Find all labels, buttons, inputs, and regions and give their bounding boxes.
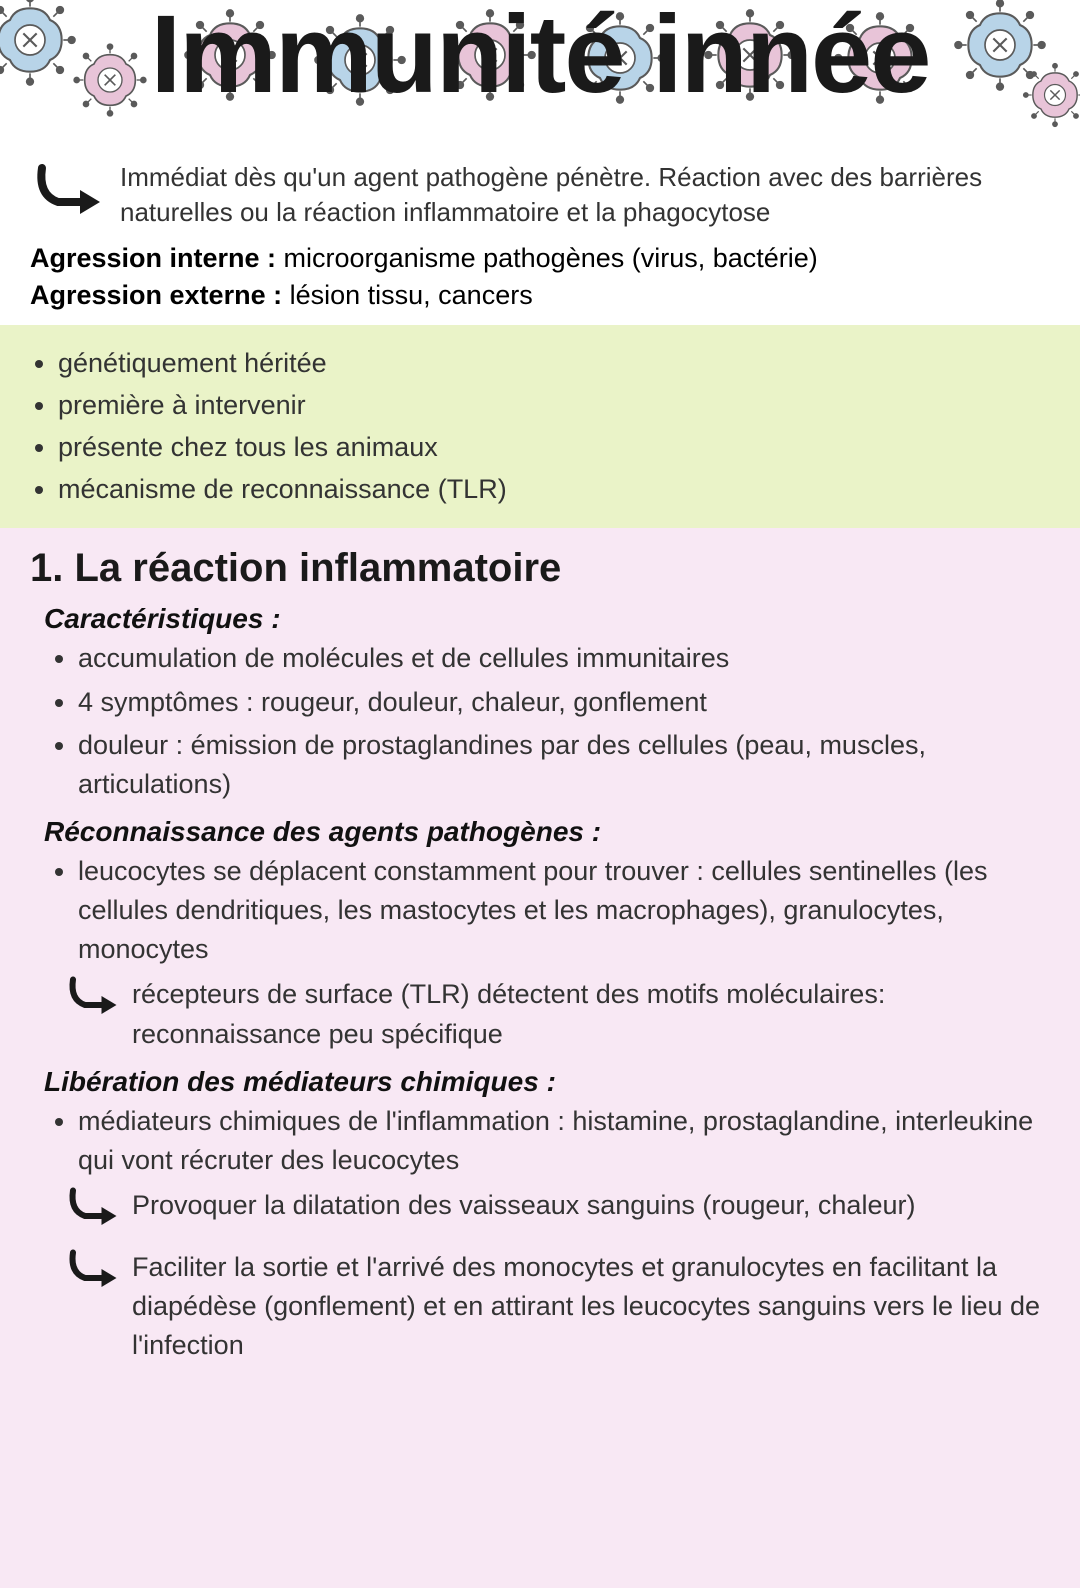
aggression-block: Agression interne : microorganisme patho… (0, 230, 1080, 325)
list-item: médiateurs chimiques de l'inflammation :… (78, 1102, 1050, 1180)
aggression-externe-label: Agression externe : (30, 280, 282, 310)
arrow-item: Faciliter la sortie et l'arrivé des mono… (30, 1248, 1050, 1365)
list-item: génétiquement héritée (58, 343, 1050, 385)
subheading-caracteristiques: Caractéristiques : (44, 603, 1050, 635)
list-item: présente chez tous les animaux (58, 427, 1050, 469)
arrow-text: récepteurs de surface (TLR) détectent de… (132, 975, 1050, 1053)
list-item: douleur : émission de prostaglandines pa… (78, 726, 1050, 804)
aggression-interne-text: microorganisme pathogènes (virus, bactér… (276, 243, 818, 273)
pink-section: 1. La réaction inflammatoire Caractérist… (0, 528, 1080, 1588)
green-box: génétiquement héritée première à interve… (0, 325, 1080, 528)
arrow-item: Provoquer la dilatation des vaisseaux sa… (30, 1186, 1050, 1232)
page-title: Immunité innée (0, 0, 1080, 110)
subheading-reconnaissance: Réconnaissance des agents pathogènes : (44, 816, 1050, 848)
list-item: accumulation de molécules et de cellules… (78, 639, 1050, 678)
list-item: première à intervenir (58, 385, 1050, 427)
intro-text: Immédiat dès qu'un agent pathogène pénèt… (120, 160, 1050, 230)
section-heading: 1. La réaction inflammatoire (30, 546, 1050, 591)
aggression-interne-label: Agression interne : (30, 243, 276, 273)
subheading-liberation: Libération des médiateurs chimiques : (44, 1066, 1050, 1098)
list-item: leucocytes se déplacent constamment pour… (78, 852, 1050, 969)
aggression-externe-text: lésion tissu, cancers (282, 280, 533, 310)
arrow-icon (64, 1182, 124, 1232)
arrow-item: récepteurs de surface (TLR) détectent de… (30, 975, 1050, 1053)
list-item: 4 symptômes : rougeur, douleur, chaleur,… (78, 683, 1050, 722)
arrow-icon (30, 160, 110, 220)
arrow-text: Provoquer la dilatation des vaisseaux sa… (132, 1186, 915, 1225)
list-item: mécanisme de reconnaissance (TLR) (58, 469, 1050, 511)
arrow-icon (64, 1244, 124, 1294)
arrow-icon (64, 971, 124, 1021)
header: Immunité innée (0, 0, 1080, 150)
arrow-text: Faciliter la sortie et l'arrivé des mono… (132, 1248, 1050, 1365)
intro-row: Immédiat dès qu'un agent pathogène pénèt… (0, 150, 1080, 230)
